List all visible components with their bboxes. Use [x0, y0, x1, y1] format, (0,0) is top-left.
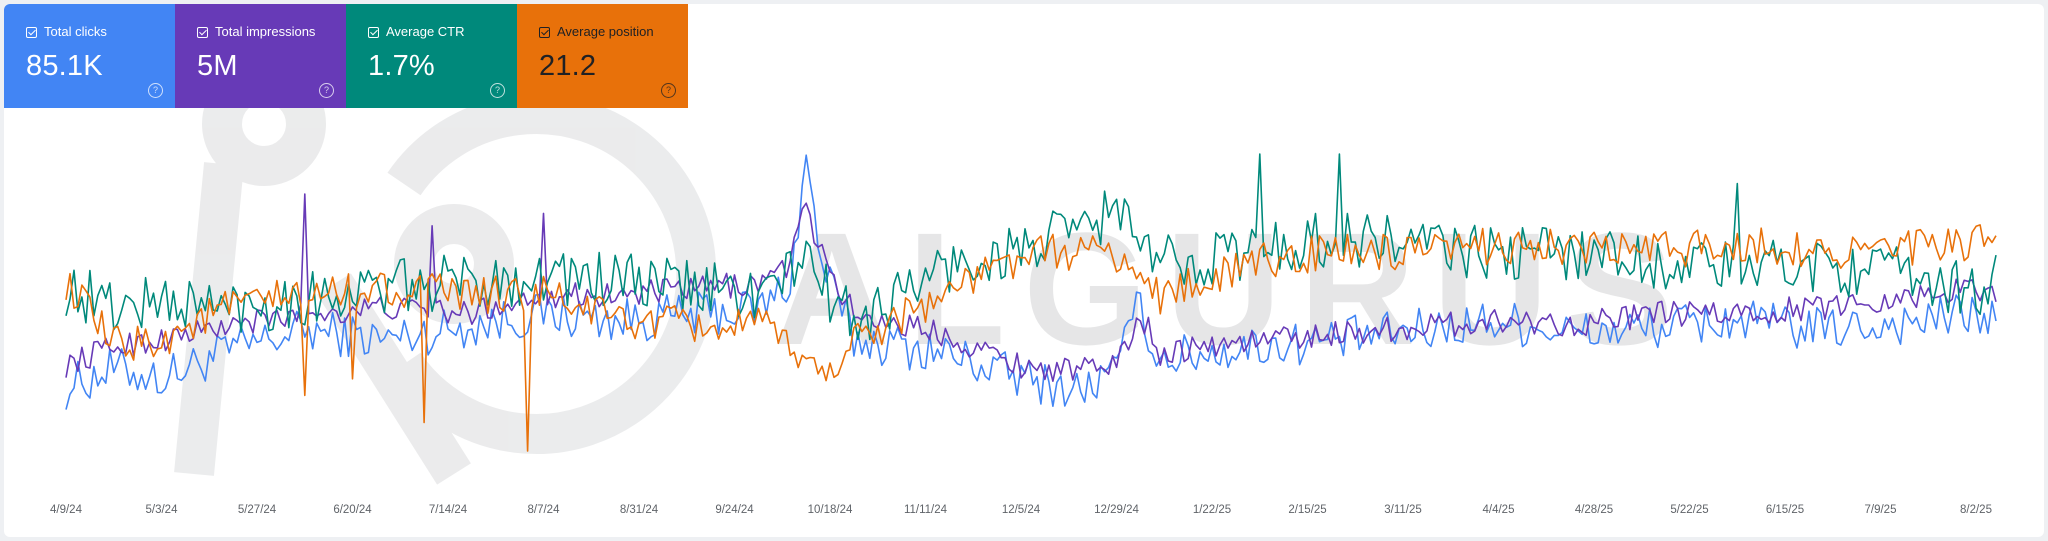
checkbox-icon[interactable]	[539, 26, 550, 38]
x-tick-label: 6/15/25	[1766, 504, 1804, 516]
x-tick-label: 5/22/25	[1670, 504, 1708, 516]
series-line-average-ctr	[65, 153, 1997, 341]
metric-tile-average-ctr[interactable]: Average CTR 1.7% ?	[346, 4, 517, 108]
x-tick-label: 2/15/25	[1288, 504, 1326, 516]
x-tick-label: 4/28/25	[1575, 504, 1613, 516]
x-tick-label: 4/4/25	[1483, 504, 1515, 516]
x-tick-label: 5/27/24	[238, 504, 277, 516]
metric-label: Average CTR	[386, 24, 465, 39]
line-chart: 4/9/24 5/3/24 5/27/24 6/20/24 7/14/24 8/7/24 8…	[50, 153, 1997, 516]
checkbox-icon[interactable]	[26, 26, 37, 38]
metric-tiles: Total clicks 85.1K ? Total impressions 5…	[4, 4, 688, 108]
series-line-average-position	[65, 224, 1997, 452]
series-line-total-impressions	[65, 193, 1997, 382]
checkbox-icon[interactable]	[368, 26, 379, 38]
x-tick-label: 5/3/24	[146, 504, 179, 516]
x-tick-label: 1/22/25	[1193, 504, 1231, 516]
performance-card: ALGURUS 4/9/24 5/3/24 5/27/24 6/20/24 7/14/2…	[4, 4, 2044, 537]
metric-label: Total clicks	[44, 24, 107, 39]
x-tick-label: 7/14/24	[429, 504, 468, 516]
x-tick-label: 8/2/25	[1960, 504, 1992, 516]
x-tick-label: 10/18/24	[808, 504, 853, 516]
metric-tile-total-clicks[interactable]: Total clicks 85.1K ?	[4, 4, 175, 108]
x-tick-label: 12/5/24	[1002, 504, 1041, 516]
x-tick-label: 8/31/24	[620, 504, 659, 516]
metric-label: Average position	[557, 24, 654, 39]
x-tick-label: 7/9/25	[1865, 504, 1897, 516]
series-line-total-clicks	[65, 154, 1997, 410]
x-tick-label: 3/11/25	[1384, 504, 1422, 516]
metric-tile-total-impressions[interactable]: Total impressions 5M ?	[175, 4, 346, 108]
x-tick-label: 4/9/24	[50, 504, 83, 516]
x-tick-label: 8/7/24	[528, 504, 561, 516]
help-icon[interactable]: ?	[148, 83, 163, 98]
x-tick-label: 6/20/24	[333, 504, 372, 516]
metric-value: 85.1K	[26, 50, 103, 82]
help-icon[interactable]: ?	[490, 83, 505, 98]
x-tick-label: 11/11/24	[904, 504, 948, 516]
metric-value: 5M	[197, 50, 238, 82]
metric-tile-average-position[interactable]: Average position 21.2 ?	[517, 4, 688, 108]
metric-value: 1.7%	[368, 50, 435, 82]
x-tick-label: 9/24/24	[715, 504, 754, 516]
metric-label: Total impressions	[215, 24, 316, 39]
metric-value: 21.2	[539, 50, 597, 82]
checkbox-icon[interactable]	[197, 26, 208, 38]
help-icon[interactable]: ?	[661, 83, 676, 98]
help-icon[interactable]: ?	[319, 83, 334, 98]
x-tick-label: 12/29/24	[1094, 504, 1139, 516]
